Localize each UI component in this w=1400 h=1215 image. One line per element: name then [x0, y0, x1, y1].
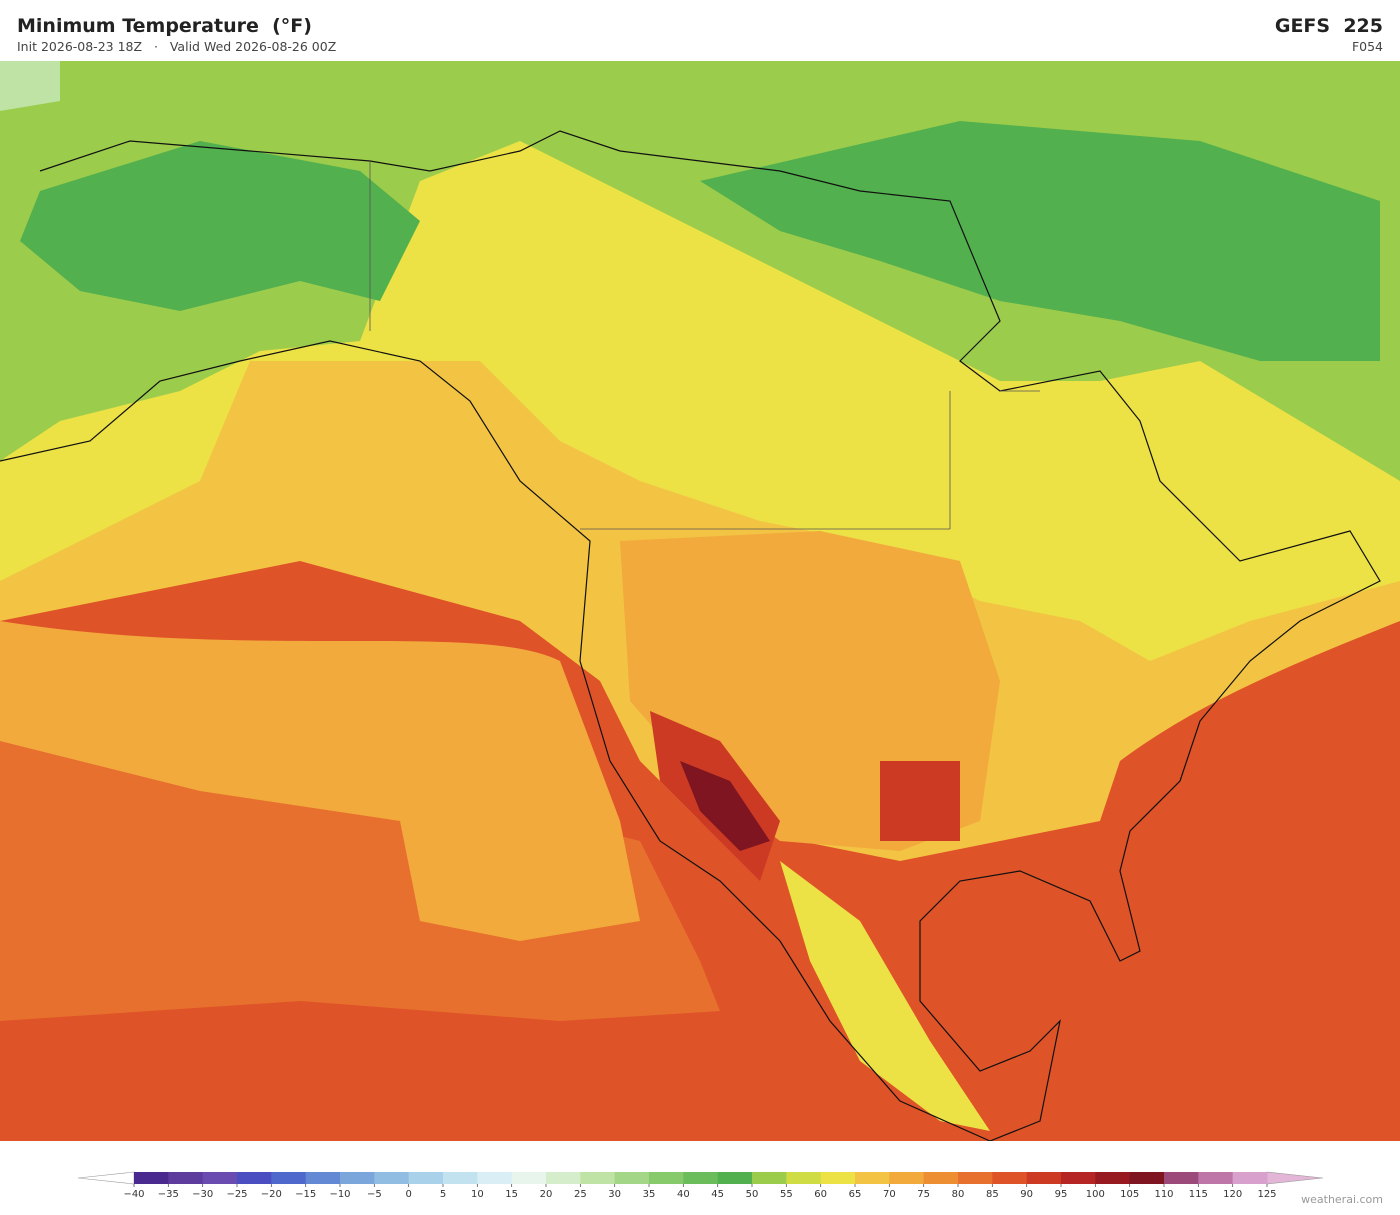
colorbar-tick-label: −40	[123, 1189, 144, 1200]
colorbar-tick-label: 35	[643, 1189, 656, 1200]
colorbar-tick-label: 105	[1120, 1189, 1139, 1200]
colorbar-swatch	[717, 1172, 753, 1184]
colorbar-tick-label: 40	[677, 1189, 690, 1200]
colorbar-tick-label: 15	[505, 1189, 518, 1200]
field	[680, 761, 770, 851]
colorbar-tick-label: −20	[261, 1189, 282, 1200]
border	[369, 161, 1040, 530]
colorbar-swatch	[614, 1172, 650, 1184]
colorbar-swatch	[271, 1172, 307, 1184]
colorbar-swatch	[134, 1172, 169, 1184]
colorbar-tick-label: 65	[849, 1189, 862, 1200]
colorbar-tick-label: 90	[1020, 1189, 1033, 1200]
colorbar-swatch	[1129, 1172, 1165, 1184]
map-title: Minimum Temperature (°F)	[17, 15, 312, 37]
colorbar-tick-label: 0	[405, 1189, 411, 1200]
colorbar: −40 −35 −30 −25 −20 −15 −10 −5 0 5 10 15 20 25 30 35 40 4…	[77, 1171, 1324, 1200]
field	[780, 861, 990, 1131]
forecast-hour: F054	[1351, 39, 1383, 54]
colorbar-tick-label: 85	[986, 1189, 999, 1200]
field	[0, 61, 60, 111]
colorbar-swatch	[1232, 1172, 1268, 1184]
colorbar-tick-label: 70	[883, 1189, 896, 1200]
colorbar-swatch	[923, 1172, 959, 1184]
colorbar-tick-label: 120	[1223, 1189, 1242, 1200]
field	[20, 121, 1380, 361]
map	[0, 61, 1400, 1141]
colorbar-swatch	[374, 1172, 410, 1184]
colorbar-tick-label: 95	[1055, 1189, 1068, 1200]
colorbar-swatch	[511, 1172, 547, 1184]
colorbar-over	[1266, 1171, 1324, 1185]
colorbar-swatch	[649, 1172, 684, 1184]
colorbar-swatch	[820, 1172, 856, 1184]
brand: weatherai.com	[1301, 1193, 1383, 1206]
coastline	[0, 130, 1381, 1141]
colorbar-tick-label: −10	[329, 1189, 350, 1200]
colorbar-under	[77, 1171, 135, 1185]
colorbar-swatch	[683, 1172, 719, 1184]
colorbar-swatch	[237, 1172, 272, 1184]
model-label: GEFS 225	[1274, 15, 1383, 37]
colorbar-swatch	[305, 1172, 341, 1184]
map-subtitle: Init 2026-08-23 18Z · Valid Wed 2026-08-…	[17, 39, 337, 54]
colorbar-tick-label: 25	[574, 1189, 587, 1200]
colorbar-tick-label: −30	[192, 1189, 213, 1200]
colorbar-tick-label: 60	[814, 1189, 827, 1200]
colorbar-tick-label: 45	[711, 1189, 724, 1200]
colorbar-swatch	[752, 1172, 787, 1184]
colorbar-swatch	[855, 1172, 890, 1184]
colorbar-swatch	[1198, 1172, 1234, 1184]
colorbar-tick-label: −35	[158, 1189, 179, 1200]
colorbar-swatch	[1026, 1172, 1062, 1184]
colorbar-swatch	[340, 1172, 375, 1184]
colorbar-tick-label: 100	[1086, 1189, 1105, 1200]
colorbar-tick-label: 115	[1189, 1189, 1208, 1200]
colorbar-swatch	[1095, 1172, 1131, 1184]
colorbar-swatch	[477, 1172, 513, 1184]
colorbar-tick-label: 75	[917, 1189, 930, 1200]
colorbar-tick-label: 5	[440, 1189, 446, 1200]
colorbar-swatch	[168, 1172, 204, 1184]
colorbar-tick-label: 110	[1154, 1189, 1173, 1200]
colorbar-swatch	[1061, 1172, 1096, 1184]
colorbar-tick-label: −25	[226, 1189, 247, 1200]
colorbar-swatch	[1164, 1172, 1199, 1184]
field	[0, 621, 640, 941]
colorbar-tick-label: 10	[471, 1189, 484, 1200]
field	[0, 741, 720, 1021]
colorbar-swatch	[443, 1172, 478, 1184]
colorbar-tick-label: −15	[295, 1189, 316, 1200]
colorbar-swatch	[889, 1172, 925, 1184]
colorbar-swatch	[408, 1172, 444, 1184]
colorbar-tick-label: 80	[952, 1189, 965, 1200]
colorbar-swatch	[786, 1172, 822, 1184]
colorbar-swatch	[958, 1172, 993, 1184]
colorbar-tick-label: 30	[608, 1189, 621, 1200]
colorbar-tick-label: −5	[367, 1189, 382, 1200]
colorbar-swatch	[580, 1172, 616, 1184]
colorbar-swatch	[546, 1172, 581, 1184]
colorbar-tick-label: 50	[746, 1189, 759, 1200]
colorbar-tick-label: 20	[540, 1189, 553, 1200]
colorbar-tick-label: 55	[780, 1189, 793, 1200]
colorbar-swatch	[992, 1172, 1028, 1184]
colorbar-tick-label: 125	[1257, 1189, 1276, 1200]
colorbar-swatch	[202, 1172, 238, 1184]
